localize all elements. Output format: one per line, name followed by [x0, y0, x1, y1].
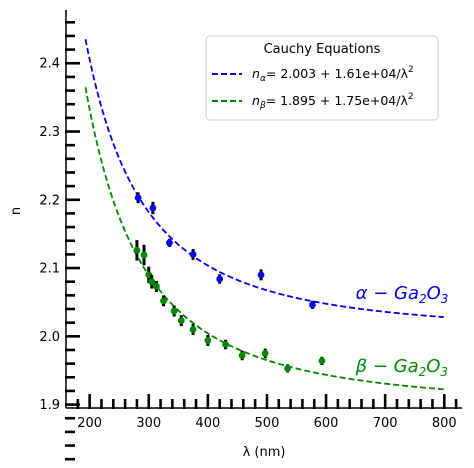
legend-beta-sub: β — [259, 101, 266, 111]
data-point-beta — [133, 246, 141, 254]
data-point-beta — [153, 283, 160, 290]
legend-title: Cauchy Equations — [264, 42, 381, 57]
data-point-beta — [318, 357, 326, 365]
y-tick-label: 2.3 — [39, 125, 60, 140]
y-axis-label: n — [9, 207, 24, 215]
data-point-alpha — [189, 250, 197, 258]
y-axis-ticks: 1.9 2.0 2.1 2.2 2.3 2.4 — [39, 20, 80, 461]
x-axis-ticks: 200 300 400 500 600 700 800 — [76, 394, 458, 431]
data-point-beta — [284, 365, 292, 372]
legend-entry-beta: nβ= 1.895 + 1.75e+04/λ2 — [252, 92, 414, 111]
data-point-alpha — [309, 301, 316, 309]
y-tick-label: 2.2 — [39, 193, 60, 208]
annotation-beta-sub2: 3 — [440, 365, 448, 379]
x-tick-label: 300 — [136, 416, 161, 431]
fit-curves — [84, 39, 444, 391]
annotation-beta-ga2o3: β − Ga2O3 — [355, 356, 448, 379]
annotation-alpha-mid: O — [427, 283, 441, 304]
legend-beta-prefix: n — [252, 93, 260, 108]
legend-alpha-formula: = 2.003 + 1.61e+04/λ — [266, 66, 409, 81]
data-point-beta — [160, 297, 167, 305]
x-tick-label: 200 — [77, 416, 102, 431]
x-tick-label: 400 — [195, 416, 220, 431]
y-tick-label: 2.1 — [39, 262, 60, 277]
x-axis-label: λ (nm) — [243, 445, 286, 460]
legend-entry-alpha: nα= 2.003 + 1.61e+04/λ2 — [252, 65, 414, 84]
annotation-alpha-prefix: α − Ga — [356, 283, 419, 304]
annotation-beta-sub1: 2 — [419, 365, 427, 379]
legend-beta-sup: 2 — [408, 92, 414, 102]
y-tick-label: 2.4 — [39, 57, 60, 72]
annotation-alpha-sub1: 2 — [419, 292, 427, 306]
legend-beta-formula: = 1.895 + 1.75e+04/λ — [266, 93, 409, 108]
data-points — [133, 192, 326, 373]
x-tick-label: 800 — [432, 416, 457, 431]
data-point-beta — [238, 352, 246, 359]
x-tick-label: 600 — [314, 416, 339, 431]
data-point-beta — [177, 317, 185, 325]
legend-box — [205, 35, 439, 121]
data-point-alpha — [257, 271, 265, 279]
data-point-beta — [189, 326, 197, 333]
fit-curve-alpha — [84, 39, 444, 318]
data-point-beta — [261, 349, 269, 357]
x-tick-label: 500 — [255, 416, 280, 431]
annotation-beta-prefix: β − Ga — [355, 356, 419, 377]
y-tick-label: 1.9 — [39, 398, 60, 413]
data-point-alpha — [149, 204, 157, 212]
x-tick-label: 700 — [373, 416, 398, 431]
legend-alpha-sub: α — [260, 74, 266, 84]
data-point-beta — [140, 251, 148, 259]
annotation-alpha-ga2o3: α − Ga2O3 — [356, 283, 449, 306]
data-point-beta — [222, 341, 229, 348]
data-point-beta — [148, 278, 156, 286]
data-point-alpha — [166, 239, 173, 247]
fit-curve-beta — [84, 87, 444, 391]
data-point-alpha — [216, 275, 224, 283]
data-point-beta — [204, 337, 212, 344]
y-tick-label: 2.0 — [39, 330, 60, 345]
annotation-alpha-sub2: 3 — [441, 292, 449, 306]
annotation-beta-mid: O — [426, 356, 440, 377]
legend: Cauchy Equations nα= 2.003 + 1.61e+04/λ2… — [205, 35, 439, 121]
legend-alpha-prefix: n — [252, 66, 260, 81]
data-point-beta — [170, 307, 178, 315]
data-point-alpha — [134, 194, 142, 202]
legend-alpha-sup: 2 — [408, 65, 414, 75]
